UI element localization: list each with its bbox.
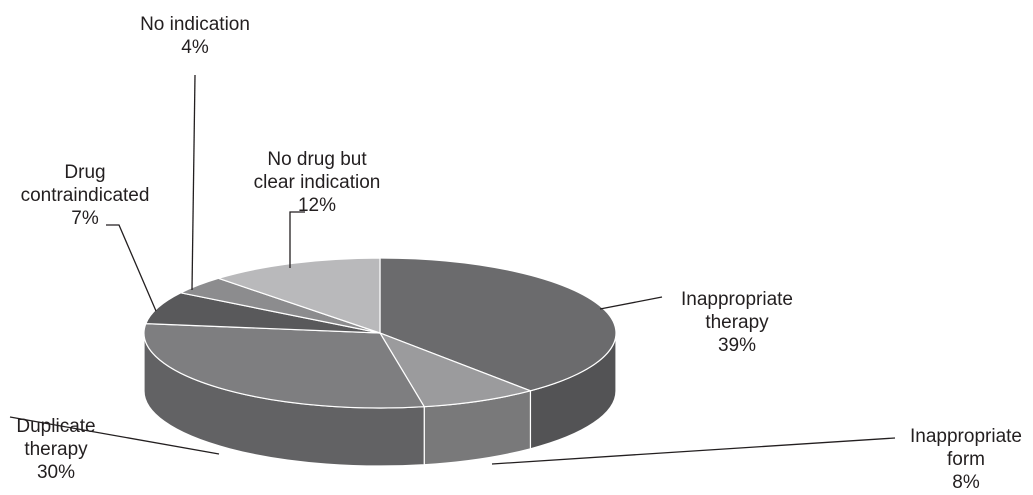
value-label-drug-contraindicated: 7% (71, 208, 99, 229)
category-label-no-drug-but-clear-indication: clear indication (254, 172, 381, 193)
category-label-no-drug-but-clear-indication: No drug but (267, 149, 367, 170)
leader-line-no-drug-but-clear-indication (289, 211, 305, 268)
leader-lines (9, 74, 896, 465)
leader-line-drug-contraindicated (106, 224, 157, 312)
category-label-inappropriate-therapy: therapy (705, 312, 769, 333)
value-label-inappropriate-therapy: 39% (718, 335, 756, 356)
category-label-inappropriate-form: Inappropriate (910, 426, 1022, 447)
pie-slice-inappropriate-therapy (379, 257, 617, 392)
value-label-no-drug-but-clear-indication: 12% (298, 195, 336, 216)
category-label-no-indication: No indication (140, 14, 250, 35)
category-label-duplicate-therapy: Duplicate (16, 416, 95, 437)
slice-labels: Inappropriatetherapy39%Inappropriateform… (16, 14, 1022, 493)
category-label-inappropriate-therapy: Inappropriate (681, 289, 793, 310)
leader-line-duplicate-therapy (9, 416, 220, 455)
leader-line-no-indication (191, 74, 196, 291)
category-label-drug-contraindicated: contraindicated (21, 185, 150, 206)
value-label-no-indication: 4% (181, 37, 209, 58)
pie-slices (143, 257, 617, 409)
pie-slice-drug-contraindicated (145, 292, 381, 334)
value-label-inappropriate-form: 8% (952, 472, 980, 493)
category-label-drug-contraindicated: Drug (64, 162, 105, 183)
pie-slice-inappropriate-form (379, 332, 532, 408)
leader-line-inappropriate-therapy (599, 296, 663, 310)
category-label-inappropriate-form: form (947, 449, 985, 470)
pie-sides (143, 332, 617, 467)
category-label-duplicate-therapy: therapy (24, 439, 88, 460)
pie-slice-duplicate-therapy (143, 323, 425, 409)
value-label-duplicate-therapy: 30% (37, 462, 75, 483)
pie-slice-no-drug-but-clear-indication (217, 257, 381, 334)
leader-line-inappropriate-form (491, 437, 896, 465)
